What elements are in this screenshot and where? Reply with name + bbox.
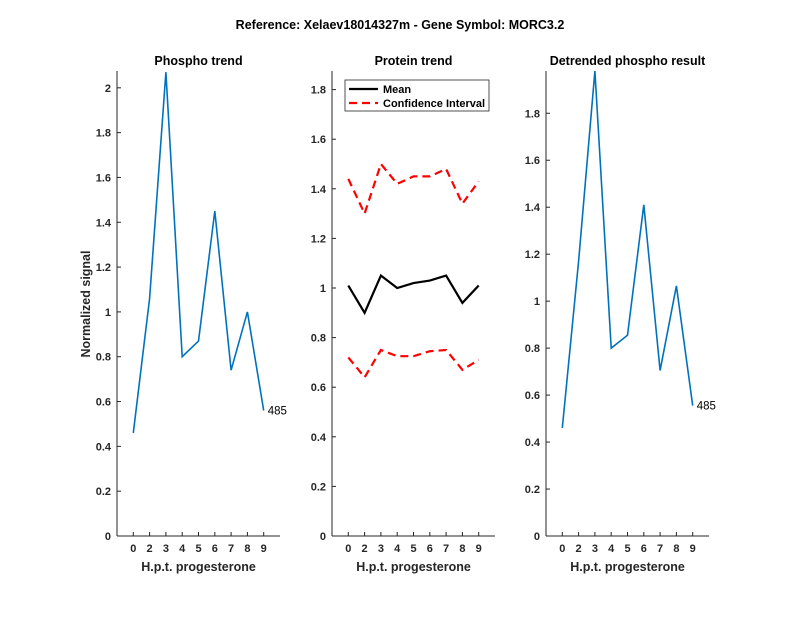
subplot-2: 00.20.40.60.811.21.41.61.80 2 3 4 5 6 7 8 9Prote… [311,54,495,574]
x-tick-label: 0 [130,543,136,555]
series-line-confidence-interval [347,161,480,217]
y-tick-label: 0.8 [525,343,540,355]
x-tick-label: 9 [476,543,482,555]
x-tick-label: 3 [163,543,169,555]
series-line-mean [347,273,480,316]
y-tick-label: 0 [320,531,326,543]
series-line-confidence-interval [347,348,480,380]
legend-ci-label: Confidence Interval [383,98,485,110]
y-axis-label: Normalized signal [79,251,93,358]
y-tick-label: 1.8 [311,85,326,97]
y-tick-label: 1 [320,283,326,295]
x-tick-label: 5 [195,543,201,555]
x-tick-label: 8 [244,543,250,555]
y-tick-label: 0.4 [525,437,541,449]
x-tick-label: 2 [147,543,153,555]
x-tick-label: 9 [690,543,696,555]
x-axis-label: H.p.t. progesterone [356,560,471,574]
subplot-title: Detrended phospho result [550,54,706,68]
y-tick-label: 2 [105,83,111,95]
subplot-3: 00.20.40.60.811.21.41.61.80 2 3 4 5 6 7 8 9Detre… [525,54,716,574]
x-tick-label: 4 [179,543,186,555]
y-tick-label: 1.6 [311,134,326,146]
x-tick-label: 6 [212,543,218,555]
point-annotation: 485 [697,401,716,413]
y-tick-label: 0.8 [96,352,111,364]
x-tick-label: 8 [459,543,465,555]
y-tick-label: 0.2 [525,484,540,496]
x-tick-label: 6 [427,543,433,555]
y-tick-label: 1.4 [311,184,327,196]
x-tick-label: 5 [410,543,416,555]
x-tick-label: 0 [559,543,565,555]
x-tick-label: 3 [592,543,598,555]
y-tick-label: 0.2 [311,481,326,493]
subplot-title: Phospho trend [154,54,242,68]
x-tick-label: 5 [624,543,630,555]
y-tick-label: 1 [105,307,111,319]
y-tick-label: 0 [105,531,111,543]
x-tick-label: 4 [608,543,615,555]
y-tick-label: 0.4 [96,441,112,453]
x-tick-label: 2 [362,543,368,555]
y-tick-label: 0.6 [96,397,111,409]
y-tick-label: 1.4 [525,202,541,214]
y-tick-label: 1.6 [525,155,540,167]
y-tick-label: 1.2 [525,249,540,261]
x-axis-label: H.p.t. progesterone [141,560,256,574]
y-tick-label: 1 [534,296,540,308]
x-tick-label: 7 [657,543,663,555]
y-tick-label: 1.2 [96,262,111,274]
series-line-phospho [132,72,265,434]
x-tick-label: 7 [443,543,449,555]
x-tick-label: 2 [576,543,582,555]
x-tick-label: 8 [673,543,679,555]
subplot-1: 00.20.40.60.811.21.41.61.820 2 3 4 5 6 7 8 9Phos… [79,54,287,574]
y-tick-label: 0.4 [311,432,327,444]
y-tick-label: 1.6 [96,172,111,184]
y-tick-label: 0 [534,531,540,543]
x-tick-label: 7 [228,543,234,555]
y-tick-label: 0.6 [311,382,326,394]
y-tick-label: 0.2 [96,486,111,498]
point-annotation: 485 [268,406,287,418]
legend-mean-label: Mean [383,84,411,96]
series-line-detrended [561,70,694,429]
x-tick-label: 9 [261,543,267,555]
y-tick-label: 0.8 [311,333,326,345]
y-tick-label: 1.8 [525,108,540,120]
y-tick-label: 1.8 [96,128,111,140]
x-tick-label: 6 [641,543,647,555]
x-tick-label: 0 [345,543,351,555]
y-tick-label: 1.2 [311,233,326,245]
legend-box [344,79,490,112]
x-tick-label: 4 [394,543,401,555]
x-tick-label: 3 [378,543,384,555]
x-axis-label: H.p.t. progesterone [570,560,685,574]
figure-suptitle: Reference: Xelaev18014327m - Gene Symbol… [236,18,565,32]
subplot-title: Protein trend [375,54,453,68]
legend: Mean Confidence Interval [344,79,490,112]
y-tick-label: 0.6 [525,390,540,402]
y-tick-label: 1.4 [96,217,112,229]
